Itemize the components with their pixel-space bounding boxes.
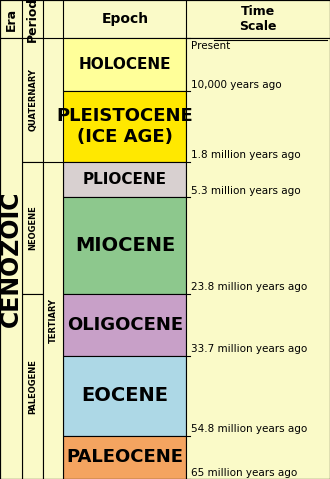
Text: 65 million years ago: 65 million years ago — [191, 468, 298, 478]
Text: PLIOCENE: PLIOCENE — [83, 172, 167, 187]
Text: 33.7 million years ago: 33.7 million years ago — [191, 344, 308, 354]
Bar — [22, 162, 43, 294]
Text: 1.8 million years ago: 1.8 million years ago — [191, 150, 301, 160]
Text: EOCENE: EOCENE — [82, 386, 168, 405]
Text: PLEISTOCENE
(ICE AGE): PLEISTOCENE (ICE AGE) — [56, 107, 193, 146]
Text: TERTIARY: TERTIARY — [49, 298, 58, 343]
Bar — [63, 38, 186, 91]
Text: 10,000 years ago: 10,000 years ago — [191, 80, 282, 90]
Bar — [0, 38, 22, 479]
Text: OLIGOCENE: OLIGOCENE — [67, 316, 183, 334]
Text: PALEOCENE: PALEOCENE — [66, 448, 183, 467]
Text: HOLOCENE: HOLOCENE — [79, 57, 171, 72]
Text: Era: Era — [5, 8, 18, 31]
Bar — [63, 91, 186, 162]
Text: Period: Period — [26, 0, 39, 42]
Bar — [63, 355, 186, 436]
Text: PALEOGENE: PALEOGENE — [28, 359, 37, 414]
Text: Epoch: Epoch — [101, 12, 148, 26]
Bar — [186, 38, 330, 479]
Text: MIOCENE: MIOCENE — [75, 236, 175, 255]
Text: QUATERNARY: QUATERNARY — [28, 68, 37, 131]
Text: NEOGENE: NEOGENE — [28, 205, 37, 250]
Text: 23.8 million years ago: 23.8 million years ago — [191, 283, 308, 293]
Text: Time
Scale: Time Scale — [240, 5, 277, 33]
Bar — [22, 38, 43, 162]
Bar — [63, 436, 186, 479]
Bar — [63, 197, 186, 294]
Text: Present: Present — [191, 41, 231, 51]
Bar — [0, 0, 330, 38]
Bar — [43, 162, 63, 479]
Bar — [22, 294, 43, 479]
Bar — [63, 162, 186, 197]
Text: 5.3 million years ago: 5.3 million years ago — [191, 185, 301, 195]
Bar — [63, 294, 186, 355]
Text: CENOZOIC: CENOZOIC — [0, 191, 23, 327]
Text: 54.8 million years ago: 54.8 million years ago — [191, 424, 308, 434]
